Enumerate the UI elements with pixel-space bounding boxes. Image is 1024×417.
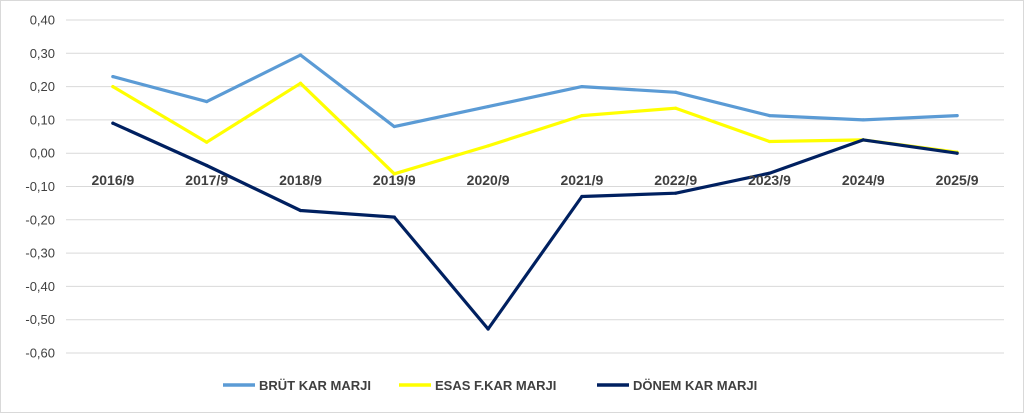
y-tick-label: -0,20 — [25, 212, 55, 227]
x-tick-label: 2018/9 — [279, 172, 322, 188]
data-point — [580, 113, 584, 118]
y-tick-label: -0,40 — [25, 279, 55, 294]
x-tick-label: 2017/9 — [185, 172, 228, 188]
x-tick-label: 2022/9 — [654, 172, 697, 188]
data-point — [767, 171, 772, 175]
data-point — [674, 106, 678, 110]
data-point — [861, 138, 865, 142]
x-tick-label: 2023/9 — [748, 172, 791, 188]
x-axis-tick-labels: 2016/9 2017/9 2018/9 2019/9 2020/9 2021/9 2022… — [91, 172, 978, 188]
data-point — [205, 163, 209, 168]
series-line-3 — [111, 121, 959, 331]
data-point — [486, 144, 490, 148]
legend-label: ESAS F.KAR MARJI — [435, 378, 556, 393]
x-tick-label: 2024/9 — [842, 172, 885, 188]
data-point — [392, 172, 396, 176]
y-tick-label: 0,20 — [30, 79, 55, 94]
y-tick-label: 0,00 — [30, 146, 55, 161]
series-line-2 — [111, 81, 959, 176]
data-point — [955, 151, 959, 155]
series-line-1 — [111, 53, 959, 129]
legend: BRÜT KAR MARJI ESAS F.KAR MARJI DÖNEM KAR … — [223, 378, 757, 393]
data-point — [767, 139, 772, 144]
data-point — [486, 104, 490, 109]
data-point — [861, 118, 865, 122]
x-tick-label: 2021/9 — [560, 172, 603, 188]
data-point — [580, 194, 584, 199]
x-tick-label: 2025/9 — [936, 172, 979, 188]
y-tick-label: -0,60 — [25, 346, 55, 361]
data-point — [205, 140, 209, 144]
data-point — [767, 113, 772, 118]
gridlines — [66, 19, 1004, 354]
data-point — [111, 121, 115, 125]
data-point — [392, 124, 396, 129]
x-tick-label: 2019/9 — [373, 172, 416, 188]
data-point — [205, 99, 209, 104]
data-point — [486, 327, 490, 331]
data-point — [580, 85, 584, 89]
y-axis-tick-labels: 0,40 0,30 0,20 0,10 0,00 -0,10 -0,20 -0,30 -0,40… — [25, 13, 55, 361]
y-tick-label: 0,40 — [30, 13, 55, 28]
data-point — [674, 191, 678, 195]
data-point — [392, 215, 396, 219]
y-tick-label: -0,50 — [25, 312, 55, 327]
x-tick-label: 2016/9 — [91, 172, 134, 188]
data-point — [674, 90, 678, 94]
data-point — [298, 208, 303, 213]
data-point — [955, 113, 959, 118]
y-tick-label: -0,10 — [25, 179, 55, 194]
y-tick-label: 0,30 — [30, 46, 55, 61]
y-tick-label: 0,10 — [30, 112, 55, 127]
legend-label: DÖNEM KAR MARJI — [633, 378, 757, 393]
data-point — [111, 85, 115, 89]
y-tick-label: -0,30 — [25, 246, 55, 261]
series-lines — [111, 53, 959, 331]
data-point — [111, 75, 115, 79]
data-point — [298, 81, 303, 85]
x-tick-label: 2020/9 — [467, 172, 510, 188]
data-point — [298, 53, 303, 57]
legend-label: BRÜT KAR MARJI — [259, 378, 371, 393]
